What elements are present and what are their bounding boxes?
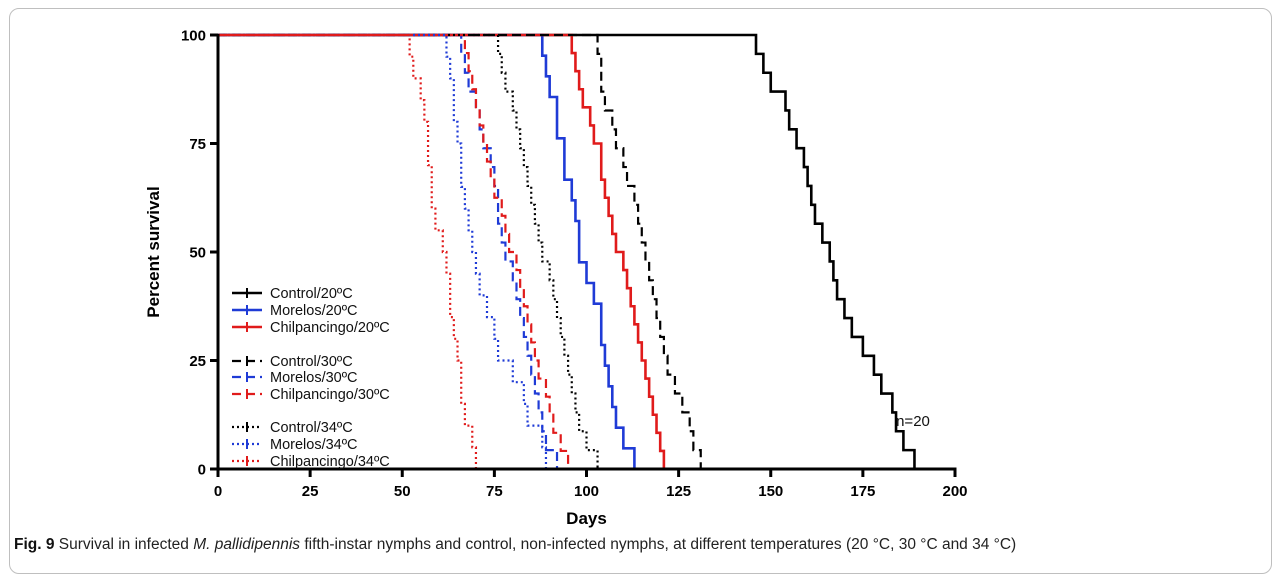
x-tick-label: 150 xyxy=(758,483,783,500)
survival-curve-5 xyxy=(218,33,559,469)
figure-label: Fig. 9 xyxy=(14,536,55,553)
survival-chart: 0 25 50 75 100 125 150 175 200 0 25 50 75 100 Days Perc… xyxy=(144,28,968,529)
survival-curve-7 xyxy=(218,33,599,469)
x-tick-label: 75 xyxy=(486,483,503,500)
survival-curve-6 xyxy=(218,33,570,469)
x-tick-label: 50 xyxy=(394,483,411,500)
y-tick-label: 75 xyxy=(189,136,206,153)
legend-label: Control/30ºC xyxy=(270,354,353,370)
legend-label: Chilpancingo/34ºC xyxy=(270,454,390,470)
sample-size-annotation: n=20 xyxy=(896,413,930,430)
legend-label: Control/34ºC xyxy=(270,420,353,436)
y-tick-label: 100 xyxy=(181,28,206,45)
legend-label: Morelos/30ºC xyxy=(270,370,358,386)
legend-label: Morelos/20ºC xyxy=(270,303,358,319)
survival-curve-2 xyxy=(218,33,636,469)
caption-text-end: fifth-instar nymphs and control, non-inf… xyxy=(300,536,1017,553)
x-tick-label: 200 xyxy=(942,483,967,500)
caption-species: M. pallidipennis xyxy=(193,536,301,553)
figure-caption: Fig. 9 Survival in infected M. pallidipe… xyxy=(14,536,1269,554)
caption-text-start: Survival in infected xyxy=(58,536,194,553)
x-tick-label: 0 xyxy=(214,483,222,500)
survival-curve-1 xyxy=(218,33,916,469)
legend-label: Morelos/34ºC xyxy=(270,437,358,453)
y-tick-label: 50 xyxy=(189,245,206,262)
x-tick-label: 100 xyxy=(574,483,599,500)
survival-curve-9 xyxy=(218,33,478,469)
y-axis-title: Percent survival xyxy=(144,186,163,317)
legend-label: Chilpancingo/30ºC xyxy=(270,387,390,403)
y-tick-label: 0 xyxy=(198,462,206,479)
survival-curve-4 xyxy=(218,33,702,469)
x-axis-title: Days xyxy=(566,509,607,528)
x-tick-label: 25 xyxy=(302,483,319,500)
y-tick-label: 25 xyxy=(189,353,206,370)
survival-curve-8 xyxy=(218,33,548,469)
x-tick-label: 175 xyxy=(850,483,875,500)
x-tick-label: 125 xyxy=(666,483,691,500)
legend-label: Control/20ºC xyxy=(270,286,353,302)
survival-curve-3 xyxy=(218,33,666,469)
legend-label: Chilpancingo/20ºC xyxy=(270,320,390,336)
